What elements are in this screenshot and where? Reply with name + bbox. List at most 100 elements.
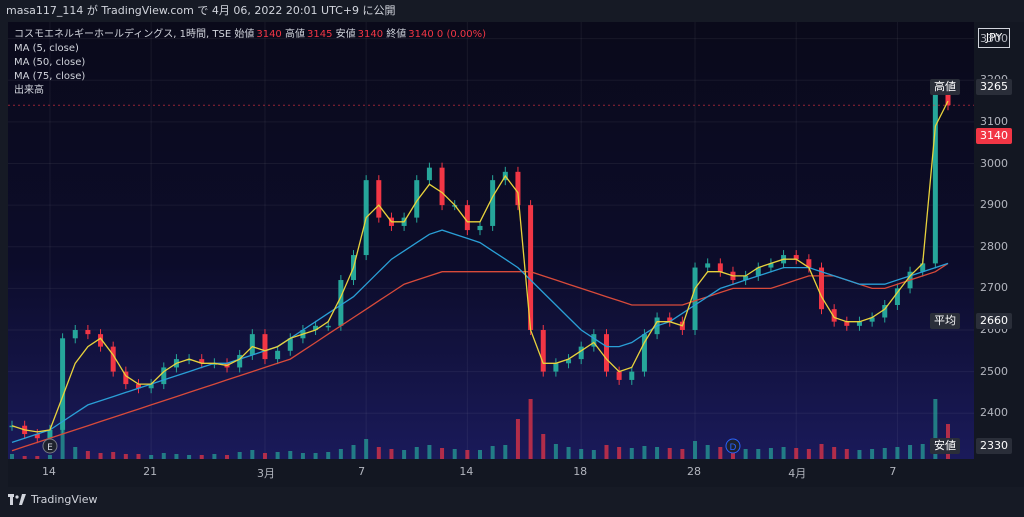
candle-body bbox=[34, 434, 40, 439]
currency-button[interactable]: JPY bbox=[978, 28, 1010, 48]
candle-body bbox=[237, 354, 243, 368]
volume-bar bbox=[275, 452, 280, 459]
volume-bar bbox=[617, 447, 622, 459]
candle-body bbox=[85, 329, 91, 335]
volume-bar bbox=[111, 452, 116, 459]
volume-bar bbox=[73, 447, 78, 459]
candle-body bbox=[135, 384, 141, 389]
volume-bar bbox=[85, 451, 90, 459]
price-tick-label: 3300 bbox=[980, 31, 1008, 45]
change-value: 0 (0.00%) bbox=[436, 29, 487, 40]
price-tick-label: 2700 bbox=[980, 281, 1008, 295]
price-tick-label: 3000 bbox=[980, 156, 1008, 170]
candle-body bbox=[869, 317, 875, 322]
volume-bar bbox=[768, 448, 773, 459]
candle-body bbox=[578, 346, 584, 360]
candle-body bbox=[616, 371, 622, 380]
volume-bar bbox=[174, 454, 179, 459]
volume-bar bbox=[414, 447, 419, 459]
time-axis[interactable]: 14 21 3月 7 14 18 28 4月 7 bbox=[8, 459, 974, 487]
dividend-marker-label: D bbox=[730, 443, 737, 453]
dividend-marker bbox=[725, 438, 741, 454]
price-tick-label: 2400 bbox=[980, 406, 1008, 420]
publish-header: masa117_114 が TradingView.com で 4月 06, 2… bbox=[0, 0, 1024, 22]
volume-bar bbox=[47, 455, 52, 459]
candle-body bbox=[819, 267, 825, 310]
high-tag-value: 3265 bbox=[976, 79, 1012, 95]
candle-body bbox=[566, 359, 572, 364]
tradingview-logo[interactable]: TradingView bbox=[8, 493, 97, 506]
price-tick-label: 2800 bbox=[980, 239, 1008, 253]
volume-bar bbox=[212, 454, 217, 459]
legend-ma50[interactable]: MA (50, close) bbox=[14, 57, 86, 68]
low-value: 3140 bbox=[357, 29, 384, 40]
candle-body bbox=[262, 334, 268, 360]
candle-body bbox=[376, 180, 382, 218]
volume-bar bbox=[503, 445, 508, 459]
legend-volume[interactable]: 出来高 bbox=[14, 85, 44, 96]
volume-bar bbox=[895, 447, 900, 459]
candle-body bbox=[249, 334, 255, 355]
legend-ma5[interactable]: MA (5, close) bbox=[14, 43, 79, 54]
current-price-tag: 3140 bbox=[976, 128, 1012, 144]
time-tick-label: 7 bbox=[889, 465, 897, 478]
volume-bar bbox=[553, 444, 558, 459]
volume-bar bbox=[225, 455, 230, 459]
candle-body bbox=[793, 255, 799, 260]
candle-body bbox=[806, 259, 812, 268]
candle-body bbox=[477, 225, 483, 231]
volume-bar bbox=[819, 444, 824, 459]
volume-bar bbox=[22, 456, 27, 459]
volume-bar bbox=[187, 455, 192, 459]
volume-bar bbox=[566, 447, 571, 459]
volume-bar bbox=[490, 446, 495, 459]
candle-body bbox=[325, 325, 331, 328]
price-tick-label: 2500 bbox=[980, 364, 1008, 378]
volume-bar bbox=[389, 449, 394, 459]
candle-body bbox=[60, 338, 66, 430]
volume-bar bbox=[705, 445, 710, 459]
candle-body bbox=[439, 167, 445, 206]
volume-bar bbox=[326, 452, 331, 459]
candle-body bbox=[932, 92, 938, 264]
candle-body bbox=[148, 384, 154, 389]
volume-bar bbox=[123, 454, 128, 459]
candle-body bbox=[528, 205, 534, 330]
volume-bar bbox=[364, 439, 369, 459]
candle-body bbox=[186, 359, 192, 361]
high-value: 3145 bbox=[306, 29, 333, 40]
candle-body bbox=[313, 325, 319, 330]
volume-bar bbox=[351, 445, 356, 459]
volume-bar bbox=[718, 447, 723, 459]
low-tag-label: 安値 bbox=[930, 438, 960, 454]
volume-bar bbox=[402, 450, 407, 459]
volume-bar bbox=[237, 452, 242, 459]
candle-body bbox=[199, 359, 205, 364]
chart-legend: コスモエネルギーホールディングス, 1時間, TSE 始値 3140 高値 3145… bbox=[14, 28, 486, 98]
candle-body bbox=[717, 263, 723, 272]
volume-bar bbox=[642, 446, 647, 459]
candle-body bbox=[490, 180, 496, 226]
candle-body bbox=[123, 371, 129, 385]
volume-bar bbox=[870, 449, 875, 459]
volume-bar bbox=[882, 448, 887, 459]
volume-bar bbox=[161, 453, 166, 459]
candle-body bbox=[844, 321, 850, 326]
footer: TradingView bbox=[0, 487, 1024, 517]
candle-body bbox=[945, 92, 951, 106]
close-value: 3140 bbox=[408, 29, 434, 40]
volume-bar bbox=[743, 449, 748, 459]
high-tag-label: 高値 bbox=[930, 79, 960, 95]
candle-body bbox=[692, 267, 698, 330]
legend-ma75[interactable]: MA (75, close) bbox=[14, 71, 86, 82]
volume-bar bbox=[806, 449, 811, 459]
candle-body bbox=[275, 350, 281, 360]
close-label: 終値 bbox=[386, 29, 407, 40]
avg-tag-label: 平均 bbox=[930, 313, 960, 329]
volume-bar bbox=[680, 449, 685, 459]
volume-bar bbox=[262, 453, 267, 459]
volume-bar bbox=[794, 448, 799, 459]
candle-body bbox=[161, 367, 167, 385]
